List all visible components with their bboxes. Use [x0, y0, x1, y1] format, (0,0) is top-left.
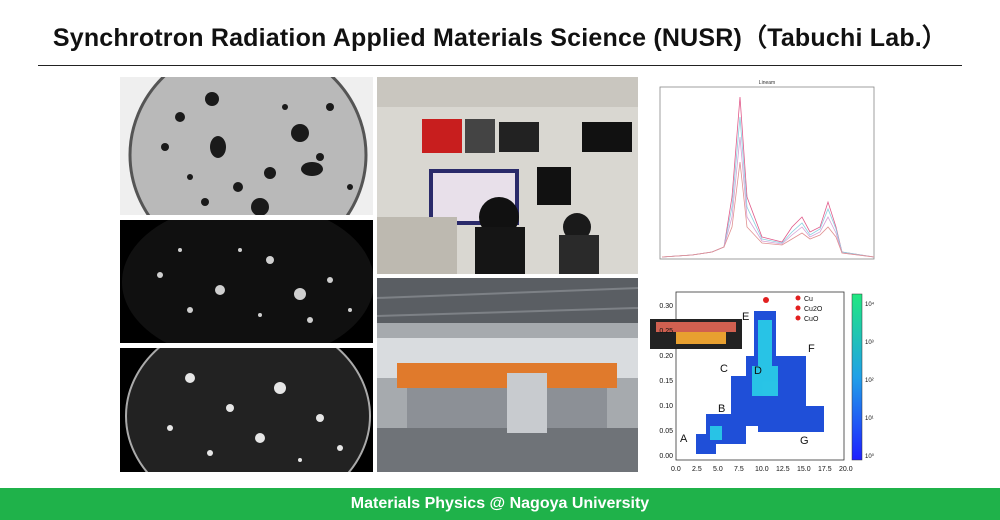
- cuo-marker: [763, 297, 769, 303]
- ct-image-dark: [120, 220, 373, 343]
- region-label: E: [742, 311, 749, 323]
- ct-image-light: [120, 348, 373, 472]
- y-tick-label: 0.15: [659, 378, 673, 385]
- line-chart-panel: Lineam: [652, 77, 880, 275]
- region-label: C: [720, 363, 728, 375]
- x-tick-label: 17.5: [818, 466, 832, 473]
- x-tick-label: 2.5: [692, 466, 702, 473]
- y-tick-label: 0.10: [659, 403, 673, 410]
- y-tick-label: 0.05: [659, 428, 673, 435]
- ct-image-grayscale: [120, 77, 373, 215]
- legend-entry: CuO: [804, 316, 819, 323]
- y-tick-label: 0.20: [659, 353, 673, 360]
- region-label: B: [718, 403, 725, 415]
- x-tick-label: 20.0: [839, 466, 853, 473]
- title-divider: [38, 65, 962, 66]
- x-tick-label: 0.0: [671, 466, 681, 473]
- photo-control-room: [377, 77, 638, 274]
- legend-marker: [795, 295, 801, 301]
- region-label: G: [800, 435, 809, 447]
- y-tick-label: 0.00: [659, 453, 673, 460]
- footer-banner: Materials Physics @ Nagoya University: [0, 488, 1000, 520]
- photo-synchrotron-facility: [377, 278, 638, 472]
- region-label: D: [754, 365, 762, 377]
- colorbar-tick-label: 10³: [865, 340, 874, 346]
- colorbar-tick-label: 10⁰: [865, 453, 875, 460]
- colorbar-tick-label: 10⁴: [865, 301, 875, 308]
- region-label: A: [680, 433, 688, 445]
- legend-entry: Cu2O: [804, 306, 823, 313]
- legend-marker: [795, 315, 801, 321]
- x-tick-label: 7.5: [734, 466, 744, 473]
- x-tick-label: 10.0: [755, 466, 769, 473]
- x-tick-label: 12.5: [776, 466, 790, 473]
- heatmap-chart-panel: A B C D E F G 0.0 2.5 5.0 7.5 10.0 12.5 15.0 17.5 20.0…: [646, 286, 886, 478]
- region-label: F: [808, 343, 815, 355]
- colorbar-tick-label: 10²: [865, 378, 874, 384]
- x-tick-label: 5.0: [713, 466, 723, 473]
- line-chart-title: Lineam: [759, 80, 775, 86]
- colorbar-tick-label: 10¹: [865, 416, 874, 422]
- legend-entry: Cu: [804, 296, 813, 303]
- x-tick-label: 15.0: [797, 466, 811, 473]
- legend-marker: [795, 305, 801, 311]
- y-tick-label: 0.30: [659, 303, 673, 310]
- y-tick-label: 0.25: [659, 328, 673, 335]
- page-title: Synchrotron Radiation Applied Materials …: [52, 24, 948, 52]
